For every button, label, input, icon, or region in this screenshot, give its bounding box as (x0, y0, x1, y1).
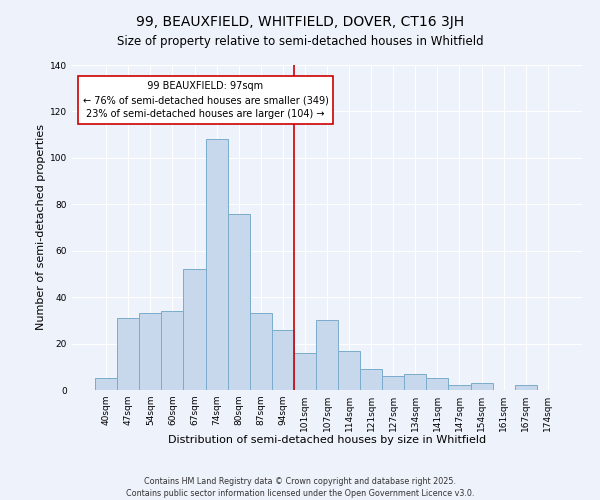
Bar (227, 214, 250, 390)
Bar (404, 374, 427, 390)
Bar (316, 320, 338, 390)
Bar (294, 353, 316, 390)
Text: Contains HM Land Registry data © Crown copyright and database right 2025.
Contai: Contains HM Land Registry data © Crown c… (126, 476, 474, 498)
Bar (161, 311, 184, 390)
Bar (184, 270, 206, 390)
Bar (206, 140, 227, 390)
Bar (95, 378, 117, 390)
Text: Size of property relative to semi-detached houses in Whitfield: Size of property relative to semi-detach… (116, 35, 484, 48)
Bar (515, 386, 537, 390)
Bar (139, 314, 161, 390)
X-axis label: Distribution of semi-detached houses by size in Whitfield: Distribution of semi-detached houses by … (168, 436, 486, 446)
Bar (250, 314, 272, 390)
Bar (448, 386, 470, 390)
Bar (360, 369, 382, 390)
Y-axis label: Number of semi-detached properties: Number of semi-detached properties (36, 124, 46, 330)
Text: 99 BEAUXFIELD: 97sqm  
← 76% of semi-detached houses are smaller (349)
23% of se: 99 BEAUXFIELD: 97sqm ← 76% of semi-detac… (83, 82, 329, 120)
Bar (427, 378, 448, 390)
Bar (382, 376, 404, 390)
Bar (272, 330, 294, 390)
Bar (117, 318, 139, 390)
Bar (338, 350, 360, 390)
Text: 99, BEAUXFIELD, WHITFIELD, DOVER, CT16 3JH: 99, BEAUXFIELD, WHITFIELD, DOVER, CT16 3… (136, 15, 464, 29)
Bar (470, 383, 493, 390)
